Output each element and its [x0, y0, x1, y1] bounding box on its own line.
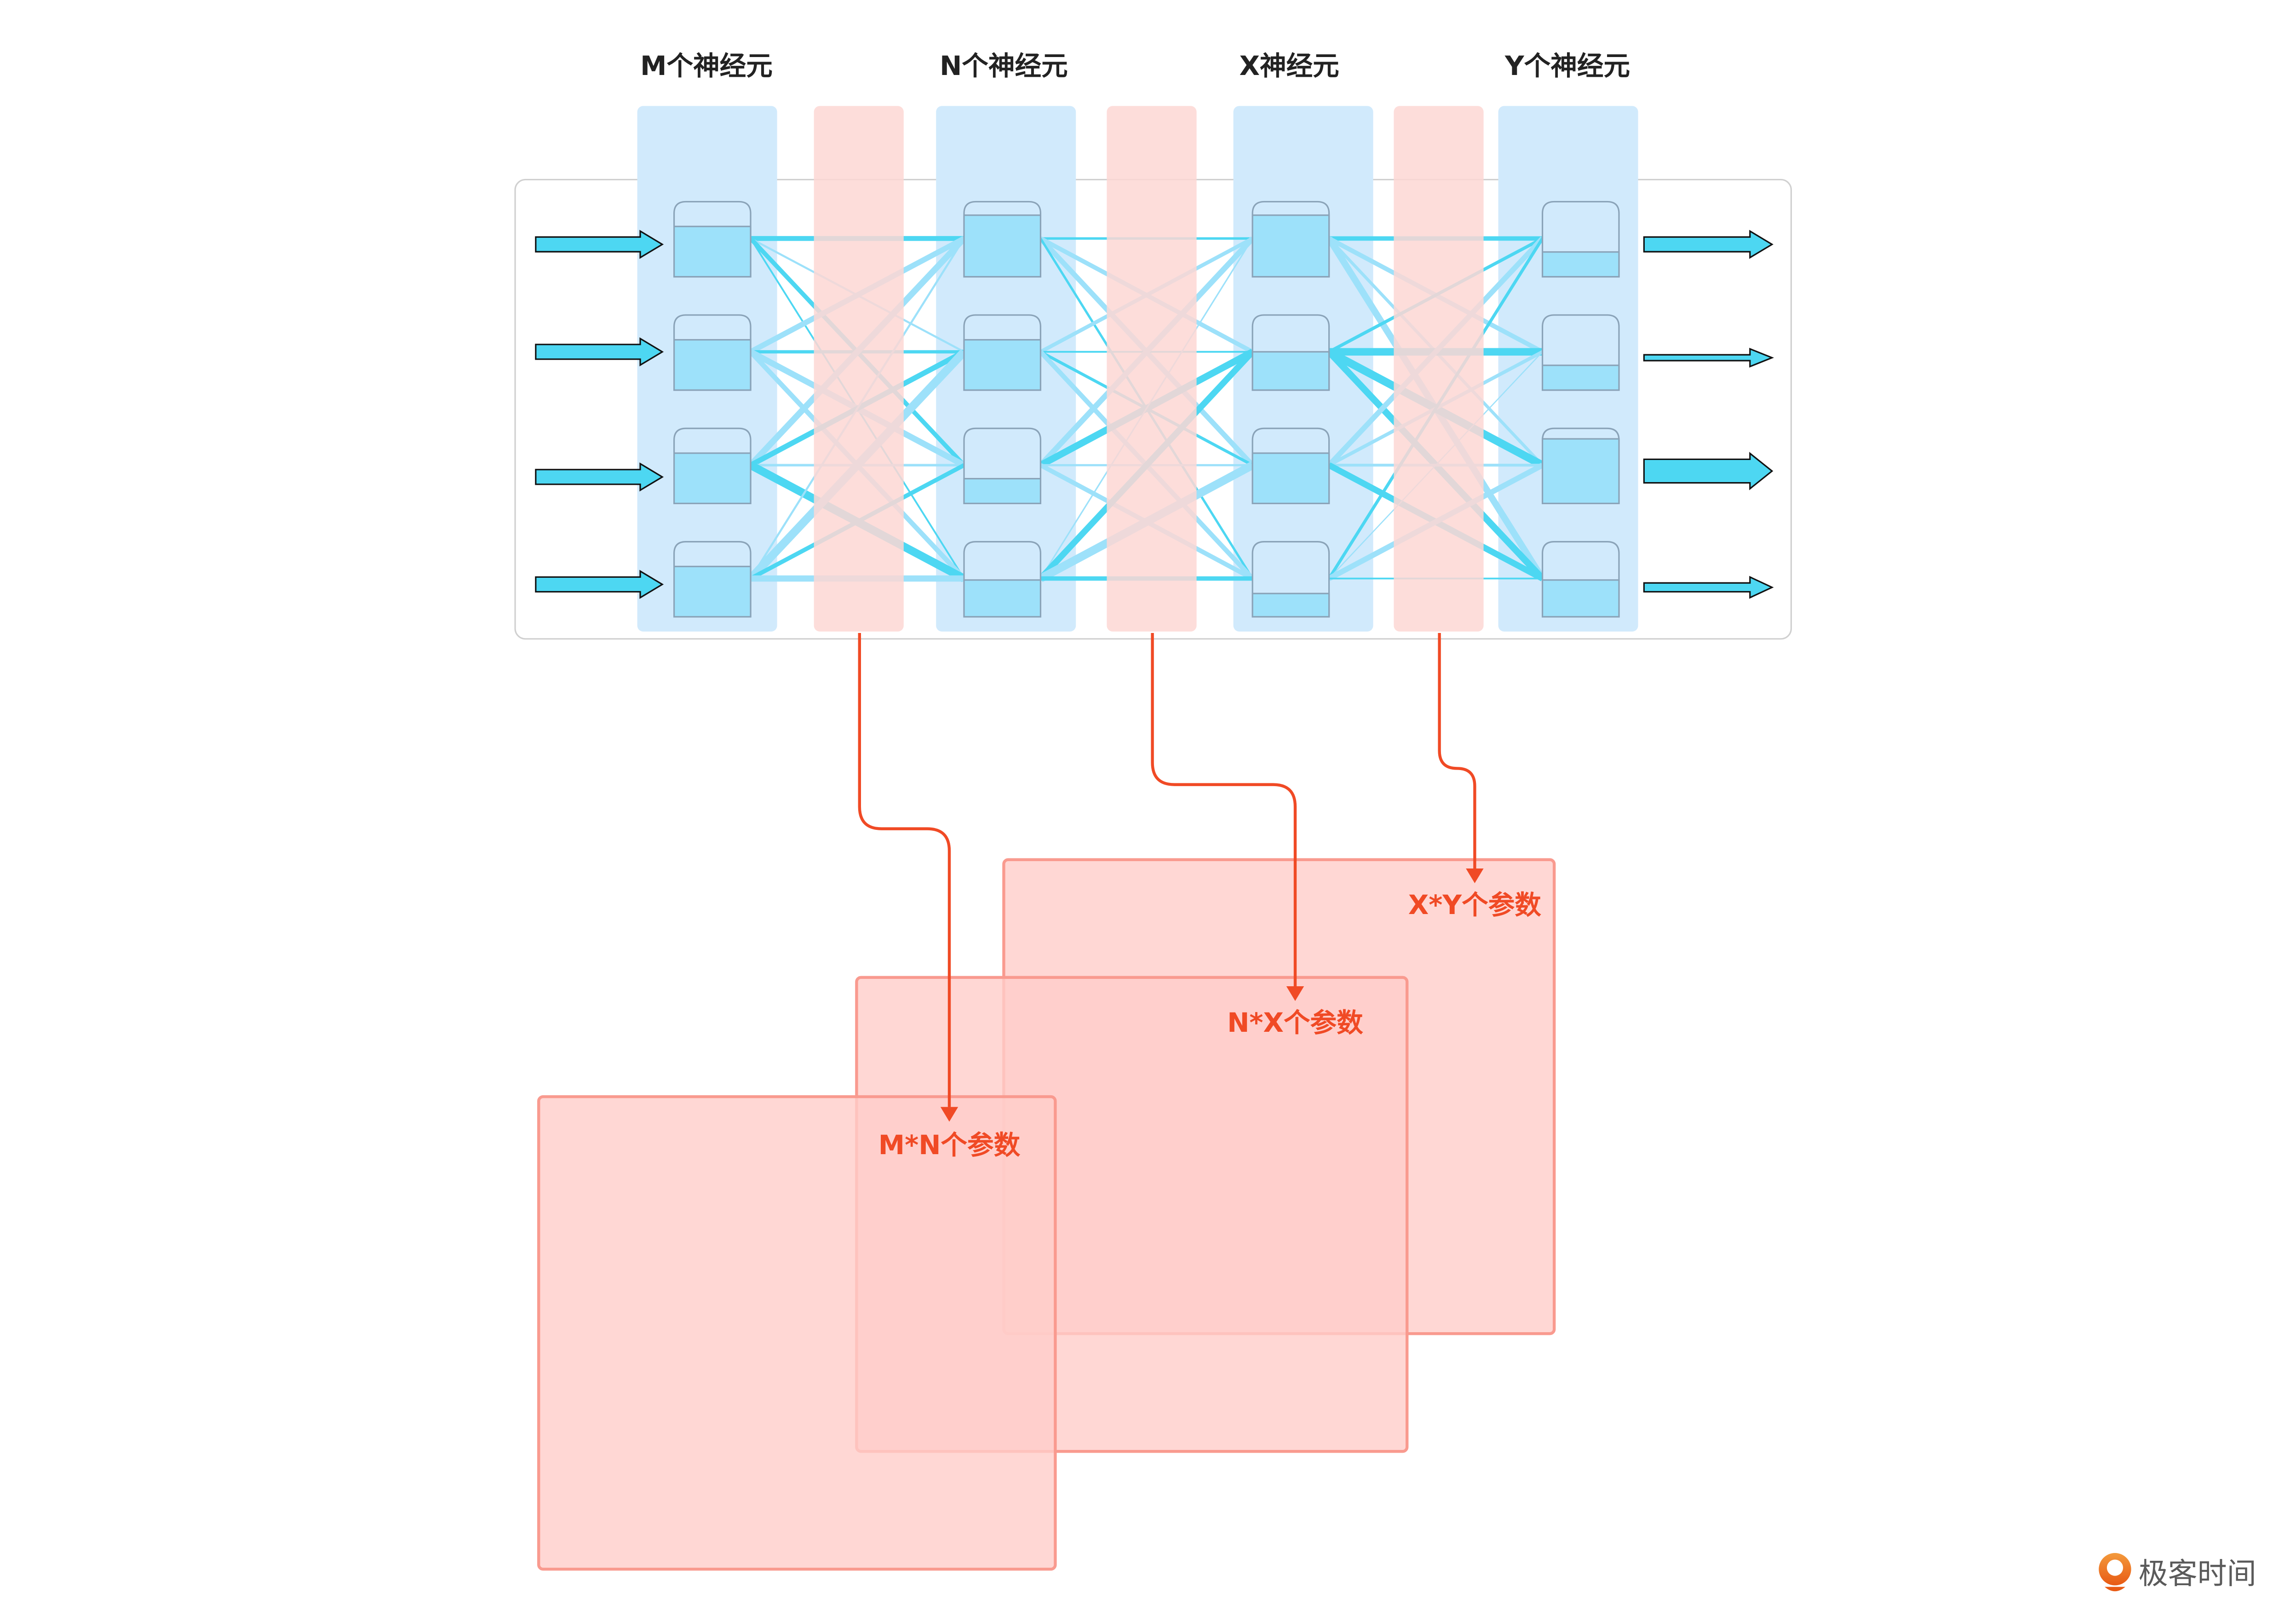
- neuron-activation-fill: [1251, 592, 1330, 618]
- layer-label-m: M个神经元: [640, 51, 773, 81]
- arrowhead-icon: [1466, 868, 1484, 884]
- arrowhead-icon: [940, 1107, 959, 1122]
- io-arrows: [535, 230, 1774, 599]
- neuron-activation-fill: [1542, 251, 1620, 278]
- weight-column-1: [1107, 106, 1197, 632]
- arrowhead-icon: [1286, 986, 1304, 1001]
- connector-mn: [858, 633, 951, 1107]
- neuron: [673, 314, 752, 391]
- neuron: [1251, 201, 1330, 278]
- neuron: [673, 541, 752, 618]
- input-arrow-icon: [535, 337, 664, 367]
- neuron: [1542, 201, 1620, 278]
- output-arrow-icon: [1643, 348, 1774, 368]
- neuron: [1251, 541, 1330, 618]
- connector-nx: [1151, 633, 1297, 987]
- layer-label-n: N个神经元: [940, 51, 1068, 81]
- connector-xy: [1438, 633, 1476, 869]
- neuron: [1542, 541, 1620, 618]
- layer-label-y: Y个神经元: [1504, 51, 1630, 81]
- neuron-activation-fill: [963, 214, 1042, 278]
- neurons: [673, 201, 1620, 618]
- neuron: [1542, 314, 1620, 391]
- neuron: [963, 427, 1042, 505]
- neuron-activation-fill: [673, 452, 752, 505]
- neuron-activation-fill: [1542, 438, 1620, 505]
- neuron-activation-fill: [673, 565, 752, 618]
- param-label-mn: M*N个参数: [878, 1130, 1021, 1161]
- neuron: [963, 541, 1042, 618]
- neuron-activation-fill: [963, 339, 1042, 391]
- neuron: [673, 427, 752, 505]
- input-arrow-icon: [535, 462, 664, 492]
- input-arrow-icon: [535, 230, 664, 259]
- neuron: [1251, 314, 1330, 391]
- neuron: [1542, 427, 1620, 505]
- logo-text: 极客时间: [2139, 1557, 2256, 1591]
- connections: [747, 236, 1545, 582]
- neuron-activation-fill: [1542, 364, 1620, 391]
- neuron-activation-fill: [1251, 214, 1330, 278]
- param-label-nx: N*X个参数: [1227, 1007, 1363, 1038]
- layer-label-x: X神经元: [1240, 51, 1339, 81]
- input-arrow-icon: [535, 569, 664, 599]
- neuron-activation-fill: [673, 225, 752, 278]
- neuron: [963, 201, 1042, 278]
- matrix-mn: [537, 1095, 1057, 1571]
- neuron-activation-fill: [963, 579, 1042, 618]
- neuron: [963, 314, 1042, 391]
- neuron-activation-fill: [963, 477, 1042, 505]
- output-arrow-icon: [1643, 230, 1774, 259]
- neuron: [673, 201, 752, 278]
- neuron-activation-fill: [1251, 452, 1330, 505]
- neuron-activation-fill: [673, 339, 752, 391]
- output-arrow-icon: [1643, 575, 1774, 599]
- weight-column-0: [814, 106, 904, 632]
- weight-columns: [814, 106, 1484, 632]
- neuron-activation-fill: [1542, 579, 1620, 618]
- weight-column-2: [1394, 106, 1484, 632]
- geektime-logo: 极客时间: [2099, 1553, 2256, 1592]
- output-arrow-icon: [1643, 452, 1774, 490]
- neuron-activation-fill: [1251, 351, 1330, 391]
- neuron: [1251, 427, 1330, 505]
- param-label-xy: X*Y个参数: [1408, 890, 1541, 920]
